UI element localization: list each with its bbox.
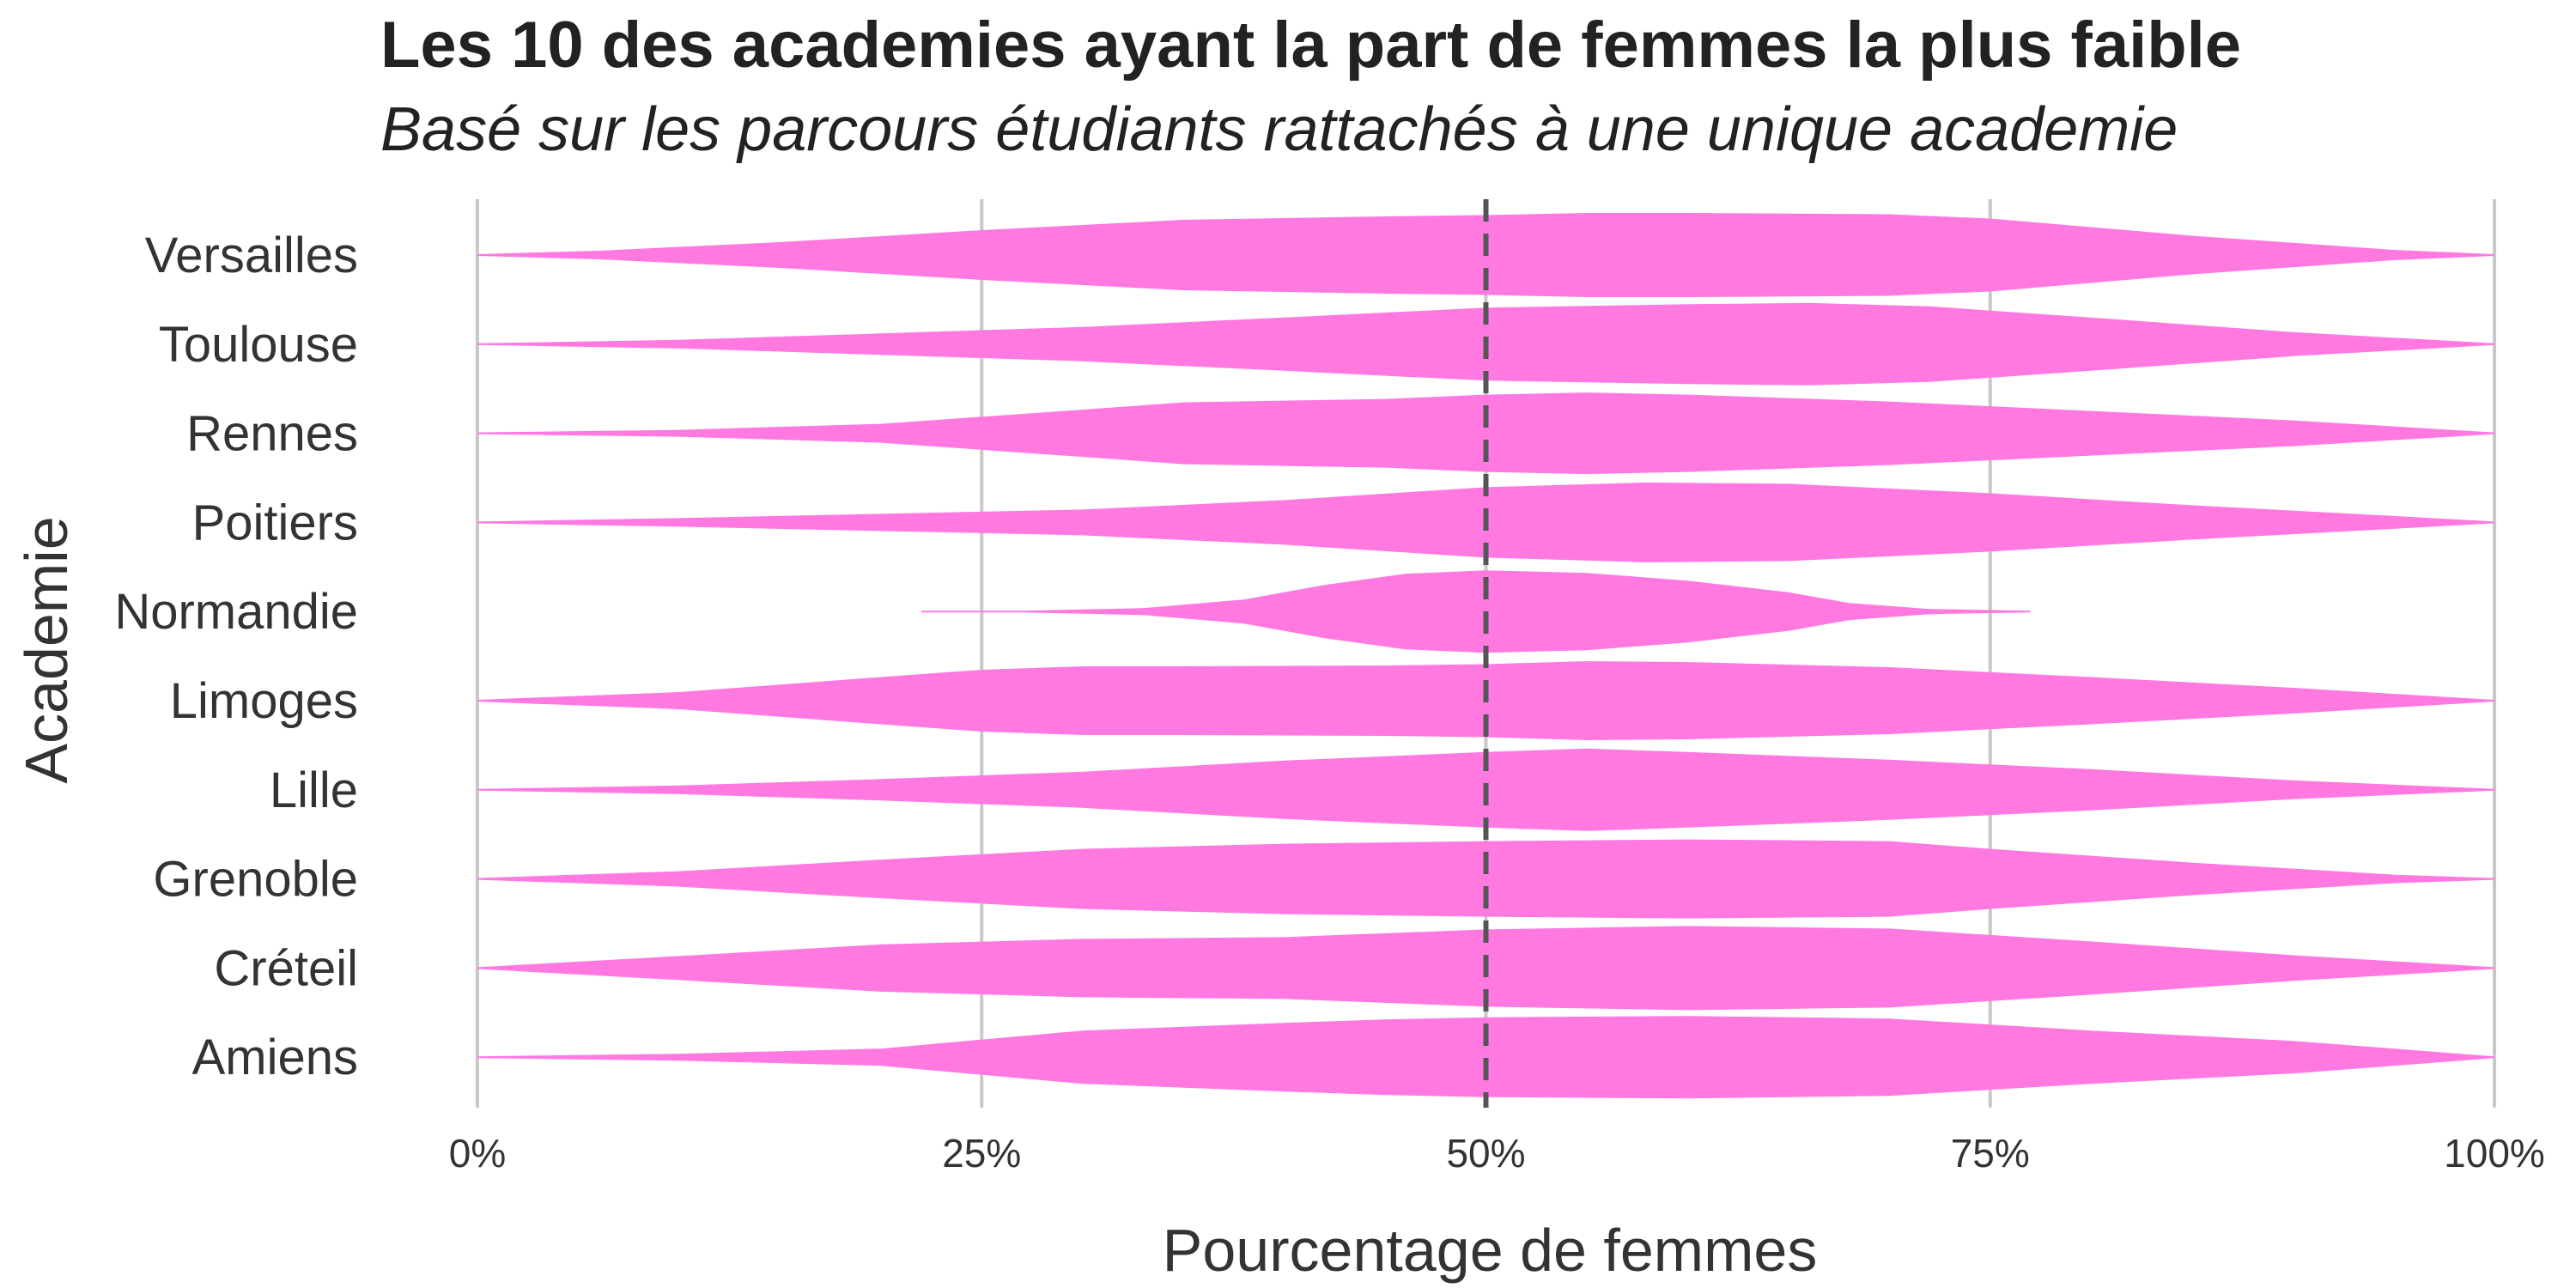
x-tick-labels: 0% 25% 50% 75% 100% [449,1131,2545,1176]
x-axis-title: Pourcentage de femmes [1163,1217,1818,1284]
x-tick-label-2: 50% [1446,1131,1525,1176]
category-label-2: Rennes [186,406,358,462]
y-axis-title: Academie [13,516,80,783]
category-label-1: Toulouse [159,317,358,373]
category-label-8: Créteil [214,940,358,996]
violin-grenoble [477,839,2494,919]
x-tick-label-0: 0% [449,1131,506,1176]
category-labels: Versailles Toulouse Rennes Poitiers Normandi… [114,228,358,1085]
category-label-3: Poitiers [192,495,358,550]
category-label-4: Normandie [114,584,358,640]
category-label-9: Amiens [192,1030,358,1085]
x-tick-label-1: 25% [942,1131,1021,1176]
x-tick-label-4: 100% [2444,1131,2545,1176]
violin-normandie [920,570,2031,653]
chart-title: Les 10 des academies ayant la part de fe… [380,9,2241,82]
category-label-0: Versailles [145,228,358,283]
violin-amiens [477,1016,2494,1099]
category-label-5: Limoges [170,673,358,729]
violin-rennes [477,392,2494,475]
x-tick-label-3: 75% [1951,1131,2030,1176]
category-label-7: Grenoble [153,852,358,908]
category-label-6: Lille [270,762,358,818]
chart-subtitle: Basé sur les parcours étudiants rattaché… [380,95,2178,164]
